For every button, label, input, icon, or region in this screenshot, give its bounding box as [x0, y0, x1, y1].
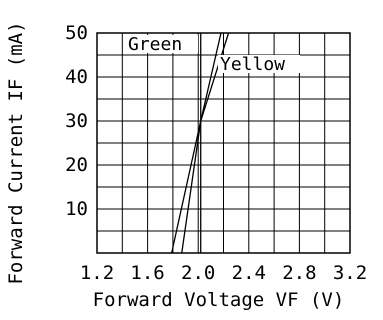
y-axis-ticks: 10 20 30 40 50	[65, 22, 88, 220]
x-tick-label: 2.4	[232, 262, 266, 284]
y-axis-title: Forward Current IF (mA)	[5, 21, 27, 284]
series-label-green: Green	[128, 34, 182, 55]
y-tick-label: 20	[65, 154, 88, 176]
plot-frame	[96, 32, 351, 254]
x-tick-label: 3.2	[333, 262, 367, 284]
x-tick-label: 2.0	[181, 262, 215, 284]
x-tick-label: 1.6	[130, 262, 164, 284]
x-axis-title: Forward Voltage VF (V)	[93, 289, 345, 311]
series-label-yellow: Yellow	[220, 54, 285, 75]
x-axis-ticks: 1.2 1.6 2.0 2.4 2.8 3.2	[80, 262, 367, 284]
y-tick-label: 10	[65, 198, 88, 220]
y-tick-label: 50	[65, 22, 88, 44]
series-label-layer: Green Yellow	[126, 34, 300, 75]
x-tick-label: 1.2	[80, 262, 114, 284]
series-label-bg-yellow	[218, 55, 300, 73]
y-tick-label: 40	[65, 66, 88, 88]
series-label-bg-green	[126, 35, 198, 53]
y-tick-label: 30	[65, 110, 88, 132]
x-tick-label: 2.8	[282, 262, 316, 284]
